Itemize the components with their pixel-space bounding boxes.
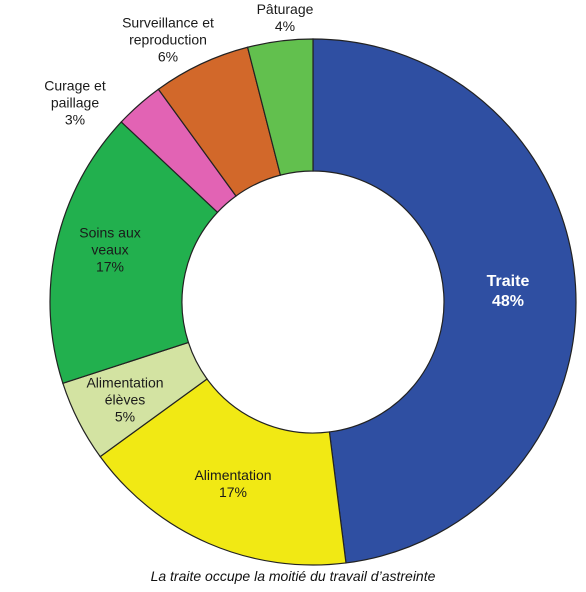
slice-name: Pâturage — [256, 1, 314, 17]
slice-label: Soins aux veaux 17% — [70, 225, 150, 276]
slice-label: Surveillance et reproduction 6% — [112, 15, 224, 66]
donut-slice — [99, 378, 347, 566]
slice-value-label: 48% — [491, 293, 525, 310]
slice-value-label: 17% — [95, 258, 125, 275]
slice-label: Traite 48% — [478, 272, 538, 312]
slice-value-label: 4% — [274, 18, 296, 34]
donut-slice — [312, 38, 577, 564]
slice-label: Pâturage 4% — [245, 1, 325, 35]
donut-slice — [49, 121, 219, 385]
slice-value-label: 3% — [64, 111, 86, 128]
slice-value-label: 6% — [157, 48, 179, 65]
slice-name: Alimentation — [194, 467, 272, 483]
donut-slice — [246, 38, 314, 176]
slice-name: Surveillance et reproduction — [122, 14, 214, 48]
slice-value-label: 5% — [114, 408, 136, 425]
slice-name: Traite — [486, 273, 530, 290]
chart-caption: La traite occupe la moitié du travail d’… — [150, 568, 436, 584]
slice-label: Alimentation 17% — [183, 467, 283, 501]
slice-label: Alimentation élèves 5% — [78, 375, 173, 426]
slice-value-label: 17% — [218, 484, 248, 500]
slice-name: Curage et paillage — [44, 77, 106, 111]
slice-name: Soins aux veaux — [79, 224, 141, 258]
slice-name: Alimentation élèves — [86, 374, 164, 408]
slice-label: Curage et paillage 3% — [39, 78, 111, 129]
